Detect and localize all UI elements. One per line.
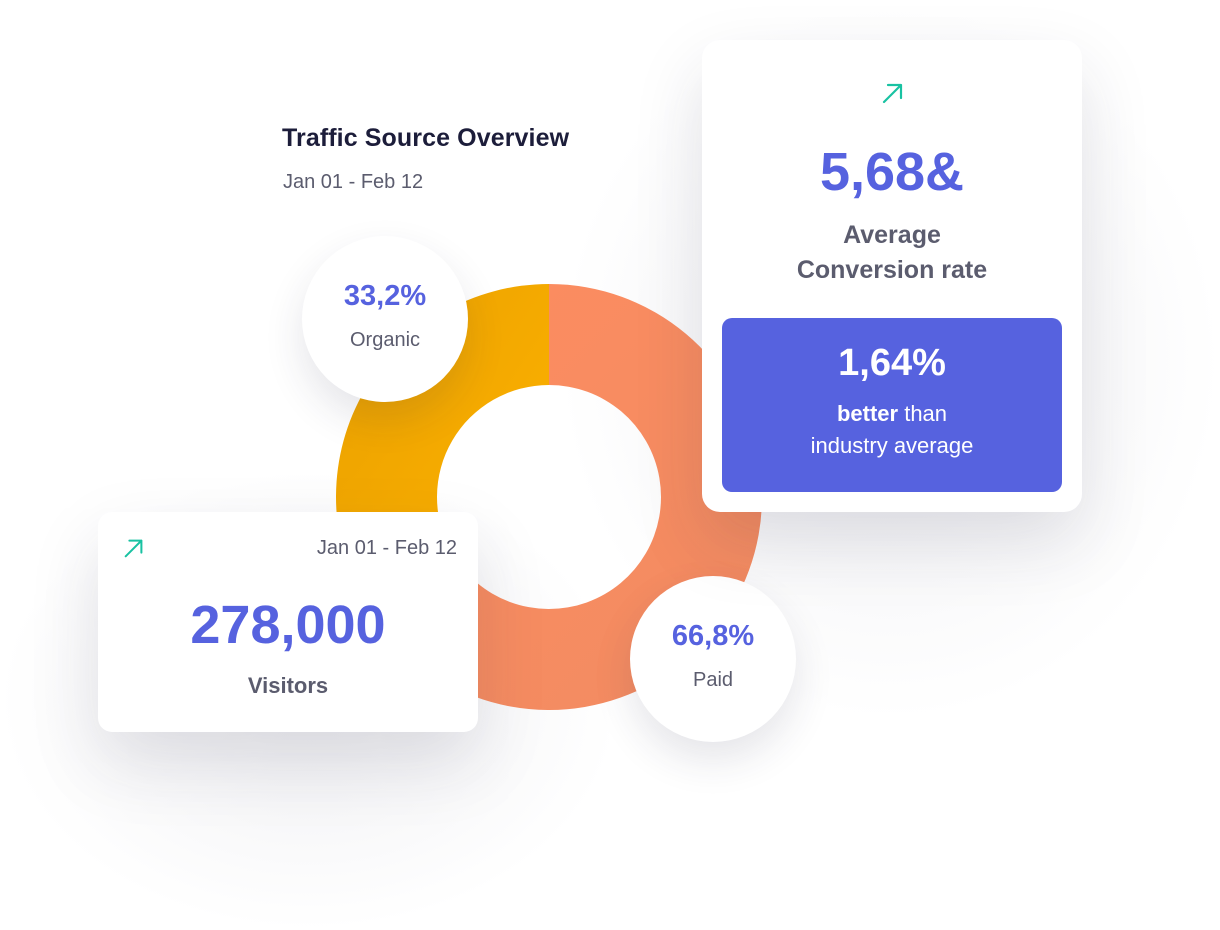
comparison-rest: than (898, 401, 948, 426)
comparison-line2: industry average (810, 433, 974, 458)
organic-percent: 33,2% (343, 280, 427, 312)
organic-share-bubble: 33,2% Organic (302, 236, 468, 402)
visitors-count: 278,000 (190, 595, 386, 655)
paid-label: Paid (692, 669, 734, 691)
visitors-label: Visitors (247, 673, 329, 698)
industry-comparison-panel: 1,64% better than industry average (722, 318, 1062, 492)
trend-up-arrow-icon (124, 539, 143, 558)
comparison-text: better than industry average (722, 398, 1062, 462)
conversion-label-line1: Average (843, 221, 941, 249)
trend-up-arrow-icon (882, 83, 903, 104)
visitors-card: Jan 01 - Feb 12 278,000 Visitors (98, 512, 478, 732)
conversion-rate-card: 5,68& Average Conversion rate 1,64% bett… (702, 40, 1082, 512)
organic-label: Organic (349, 329, 421, 351)
paid-share-bubble: 66,8% Paid (630, 576, 796, 742)
conversion-rate-value: 5,68& (819, 142, 965, 202)
paid-percent: 66,8% (671, 620, 755, 652)
overview-title: Traffic Source Overview (282, 124, 570, 152)
overview-date-range: Jan 01 - Feb 12 (283, 171, 424, 193)
comparison-value: 1,64% (838, 342, 946, 384)
visitors-date-range: Jan 01 - Feb 12 (316, 537, 457, 559)
conversion-rate-label: Average Conversion rate (702, 218, 1082, 288)
conversion-label-line2: Conversion rate (796, 256, 988, 284)
comparison-bold-word: better (836, 401, 899, 426)
